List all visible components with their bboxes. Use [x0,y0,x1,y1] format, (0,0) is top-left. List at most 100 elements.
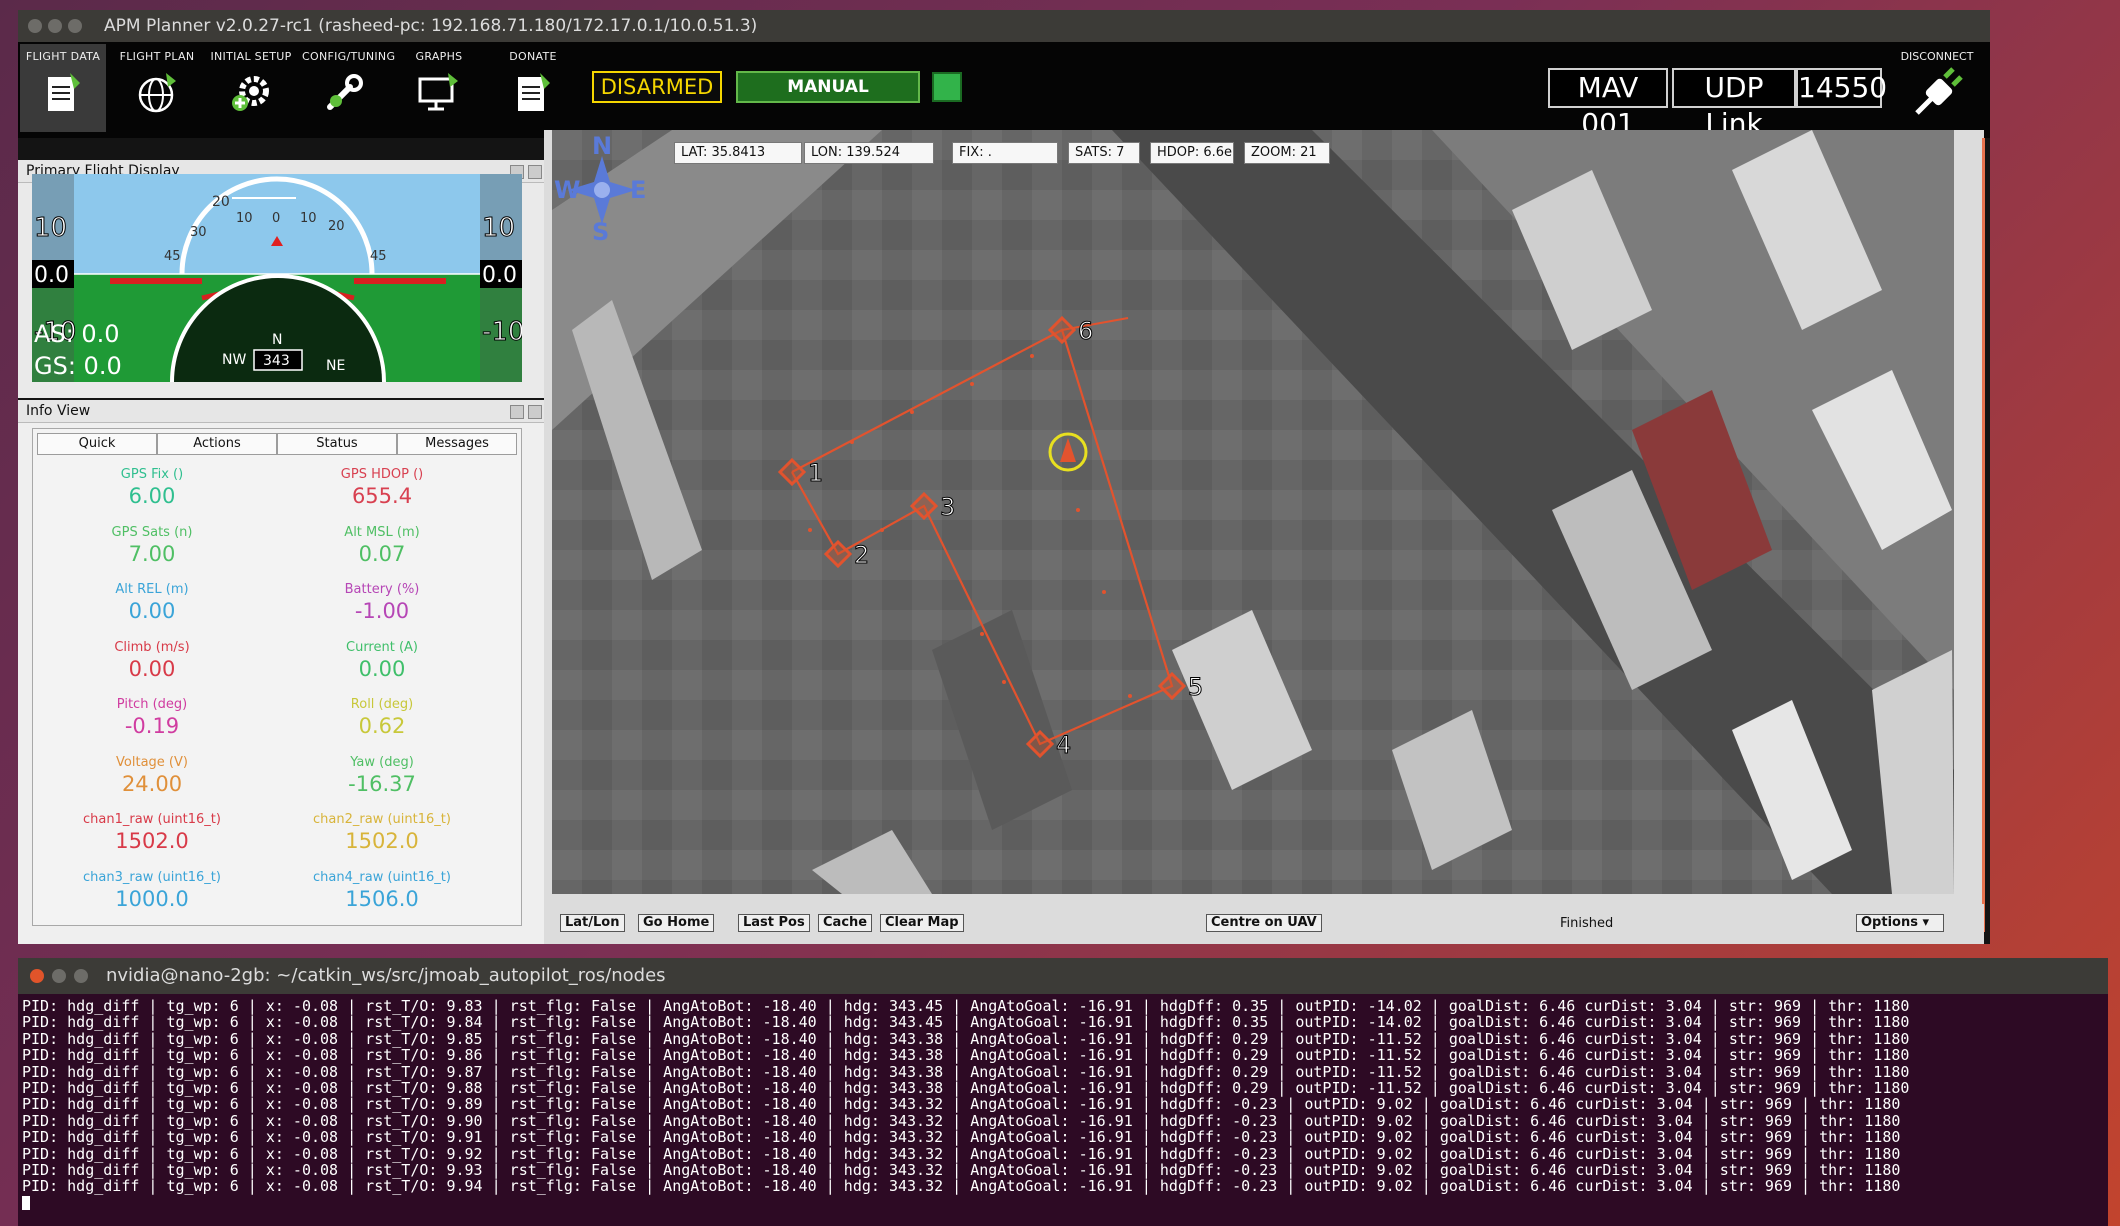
terminal-line: PID: hdg_diff | tg_wp: 6 | x: -0.08 | rs… [22,1095,1901,1114]
options-dropdown[interactable]: Options ▾ [1856,914,1944,932]
metric-value: 0.62 [358,714,406,738]
map-zoom-slider[interactable] [1982,138,1985,932]
metric-label: Climb (m/s) [114,639,190,655]
pfd-bank-label: 30 [190,225,207,240]
panel-float-button[interactable] [510,405,524,419]
metric-readout: chan2_raw (uint16_t) 1502.0 [267,812,497,853]
window-maximize-button[interactable] [68,19,82,33]
waypoint-label: 1 [808,459,823,487]
config-tuning-tab[interactable]: CONFIG/TUNING [302,44,396,132]
initial-setup-tab[interactable]: INITIAL SETUP [208,44,294,132]
graphs-tab[interactable]: GRAPHS [396,44,482,132]
info-view-header: Info View [18,400,548,423]
tab-actions[interactable]: Actions [157,433,277,455]
terminal-output[interactable]: PID: hdg_diff | tg_wp: 6 | x: -0.08 | rs… [22,998,2102,1218]
metric-value: -1.00 [354,599,410,623]
flight-plan-label: FLIGHT PLAN [119,50,195,63]
route-point [808,528,812,532]
terminal-line: PID: hdg_diff | tg_wp: 6 | x: -0.08 | rs… [22,1177,1901,1196]
metric-label: GPS Fix () [120,467,184,482]
route-point [1002,680,1006,684]
primary-flight-display: 20 10 0 10 20 45 30 45 0 NW N NE 343 1 [32,174,522,382]
terminal-title-bar: nvidia@nano-2gb: ~/catkin_ws/src/jmoab_a… [18,958,2108,994]
donate-tab[interactable]: DONATE [490,44,576,132]
metric-label: Yaw (deg) [350,754,414,770]
right-tape-current: 0.0 [482,263,517,288]
terminal-line: PID: hdg_diff | tg_wp: 6 | x: -0.08 | rs… [22,1046,1910,1065]
lat-lon-button[interactable]: Lat/Lon [560,914,625,932]
terminal-close-button[interactable] [30,969,44,983]
metric-label: GPS HDOP () [340,467,424,482]
pfd-bank-label: 45 [370,249,387,264]
disconnect-button[interactable]: DISCONNECT [1896,46,1978,134]
metric-readout: Pitch (deg) -0.19 [37,697,267,738]
route-point [1076,508,1080,512]
metric-label: Roll (deg) [350,697,414,712]
metric-readout: chan4_raw (uint16_t) 1506.0 [267,870,497,911]
waypoint-marker[interactable]: 4 [1025,729,1072,760]
compass-label: NE [326,358,345,374]
waypoint-marker[interactable]: 2 [823,539,870,570]
waypoint-label: 4 [1056,731,1071,759]
route-point [980,632,984,636]
compass-label: N [272,332,282,348]
options-label: Options [1861,915,1918,930]
waypoint-marker[interactable]: 6 [1047,315,1094,346]
airspeed-readout: AS: 0.0 [34,320,120,348]
config-tuning-label: CONFIG/TUNING [302,50,396,63]
terminal-line: PID: hdg_diff | tg_wp: 6 | x: -0.08 | rs… [22,1013,1910,1032]
terminal-minimize-button[interactable] [52,969,66,983]
waypoint-marker[interactable]: 3 [909,491,956,522]
terminal-title: nvidia@nano-2gb: ~/catkin_ws/src/jmoab_a… [106,965,666,986]
panel-close-button[interactable] [528,405,542,419]
tab-quick[interactable]: Quick [37,433,157,455]
metric-readout: chan1_raw (uint16_t) 1502.0 [37,812,267,853]
link-type-display: UDP Link [1672,68,1796,140]
metric-readout: GPS Sats (n) 7.00 [37,525,267,566]
flight-data-tab[interactable]: FLIGHT DATA [20,44,106,132]
uav-marker[interactable] [1048,432,1088,472]
metric-readout: chan3_raw (uint16_t) 1000.0 [37,870,267,911]
graphs-label: GRAPHS [415,50,463,63]
go-home-button[interactable]: Go Home [638,914,715,932]
pfd-pitch-label: 10 [236,211,253,226]
metric-readout: Alt REL (m) 0.00 [37,582,267,623]
metric-label: chan1_raw (uint16_t) [83,812,221,827]
last-pos-button[interactable]: Last Pos [738,914,810,932]
route-point [1128,694,1132,698]
route-point [1102,590,1106,594]
pfd-pitch-label: 10 [300,211,317,226]
port-display: 14550 [1796,68,1887,108]
centre-on-uav-button[interactable]: Centre on UAV [1206,914,1322,932]
metric-value: 1502.0 [345,829,419,853]
waypoint-marker[interactable]: 5 [1157,671,1204,702]
metric-value: 24.00 [121,771,183,796]
groundspeed-readout: GS: 0.0 [34,352,122,380]
cache-button[interactable]: Cache [818,914,873,932]
metric-readout: Battery (%) -1.00 [267,582,497,623]
info-view-title: Info View [26,403,91,419]
sats-readout: SATS: 7 [1068,142,1140,164]
terminal-window: nvidia@nano-2gb: ~/catkin_ws/src/jmoab_a… [18,958,2108,1226]
window-minimize-button[interactable] [48,19,62,33]
satellite-map[interactable]: 1 2 3 4 5 6 N W E S [552,130,1954,894]
flight-plan-tab[interactable]: FLIGHT PLAN [114,44,200,132]
panel-close-button[interactable] [528,165,542,179]
document-icon [48,73,80,111]
clear-map-button[interactable]: Clear Map [880,914,964,932]
metric-label: chan4_raw (uint16_t) [313,869,451,885]
left-tape-current: 0.0 [34,263,69,288]
metric-readout: Roll (deg) 0.62 [267,697,497,738]
metric-label: chan3_raw (uint16_t) [83,869,221,885]
left-tape-mark: 10 [34,213,67,243]
hdop-readout: HDOP: 6.6e [1150,142,1234,164]
tab-status[interactable]: Status [277,433,397,455]
waypoint-marker[interactable]: 1 [777,457,824,488]
tab-messages[interactable]: Messages [397,433,517,455]
terminal-maximize-button[interactable] [74,969,88,983]
link-status-indicator [932,72,962,102]
disconnect-label: DISCONNECT [1900,50,1974,63]
main-toolbar: FLIGHT DATA FLIGHT PLAN INITIAL SETUP [18,42,1990,140]
metric-readout: Alt MSL (m) 0.07 [267,525,497,566]
window-close-button[interactable] [28,19,42,33]
